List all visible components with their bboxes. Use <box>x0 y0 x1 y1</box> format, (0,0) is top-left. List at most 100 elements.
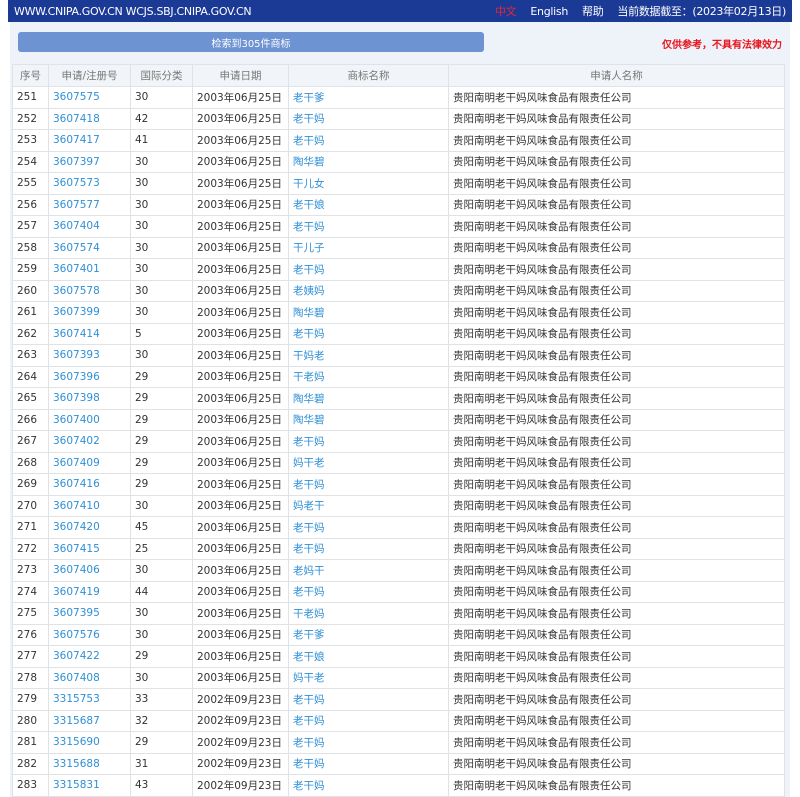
class-cell: 30 <box>130 559 193 582</box>
trademark-name-link[interactable]: 老干妈 <box>288 731 449 754</box>
class-cell: 5 <box>130 322 193 345</box>
date-cell: 2003年06月25日 <box>192 623 289 646</box>
date-cell: 2003年06月25日 <box>192 172 289 195</box>
results-table: 序号 申请/注册号 国际分类 申请日期 商标名称 申请人名称 251 360757… <box>12 64 785 797</box>
trademark-name-link[interactable]: 干儿子 <box>288 236 449 259</box>
reg-number-link[interactable]: 3607416 <box>48 473 131 496</box>
applicant-cell: 贵阳南明老干妈风味食品有限责任公司 <box>448 602 785 625</box>
reg-number-link[interactable]: 3607414 <box>48 322 131 345</box>
trademark-name-link[interactable]: 老干妈 <box>288 752 449 775</box>
class-cell: 30 <box>130 172 193 195</box>
reg-number-link[interactable]: 3607418 <box>48 107 131 130</box>
trademark-name-link[interactable]: 老干妈 <box>288 516 449 539</box>
trademark-name-link[interactable]: 陶华碧 <box>288 387 449 410</box>
reg-number-link[interactable]: 3607420 <box>48 516 131 539</box>
reg-number-link[interactable]: 3607402 <box>48 430 131 453</box>
trademark-name-link[interactable]: 陶华碧 <box>288 408 449 431</box>
trademark-name-link[interactable]: 干儿女 <box>288 172 449 195</box>
trademark-name-link[interactable]: 干老妈 <box>288 602 449 625</box>
trademark-name-link[interactable]: 老干妈 <box>288 774 449 797</box>
trademark-name-link[interactable]: 妈老干 <box>288 494 449 517</box>
applicant-cell: 贵阳南明老干妈风味食品有限责任公司 <box>448 193 785 216</box>
language-english-link[interactable]: English <box>530 4 569 18</box>
reg-number-link[interactable]: 3607576 <box>48 623 131 646</box>
trademark-name-link[interactable]: 老干妈 <box>288 580 449 603</box>
reg-number-link[interactable]: 3607578 <box>48 279 131 302</box>
date-cell: 2003年06月25日 <box>192 516 289 539</box>
reg-number-link[interactable]: 3607400 <box>48 408 131 431</box>
reg-number-link[interactable]: 3607393 <box>48 344 131 367</box>
trademark-name-link[interactable]: 老姨妈 <box>288 279 449 302</box>
reg-number-link[interactable]: 3607396 <box>48 365 131 388</box>
class-cell: 30 <box>130 344 193 367</box>
result-count-button[interactable]: 检索到305件商标 <box>18 32 484 52</box>
applicant-cell: 贵阳南明老干妈风味食品有限责任公司 <box>448 86 785 109</box>
trademark-name-link[interactable]: 老干妈 <box>288 430 449 453</box>
class-cell: 30 <box>130 215 193 238</box>
applicant-cell: 贵阳南明老干妈风味食品有限责任公司 <box>448 408 785 431</box>
reg-number-link[interactable]: 3315687 <box>48 709 131 732</box>
reg-number-link[interactable]: 3607401 <box>48 258 131 281</box>
trademark-name-link[interactable]: 干老妈 <box>288 365 449 388</box>
table-row: 262 3607414 5 2003年06月25日 老干妈 贵阳南明老干妈风味食品有限责任… <box>12 322 785 345</box>
table-row: 276 3607576 30 2003年06月25日 老干爹 贵阳南明老干妈风味食品有限责… <box>12 623 785 646</box>
trademark-name-link[interactable]: 妈干老 <box>288 451 449 474</box>
trademark-name-link[interactable]: 老干娘 <box>288 645 449 668</box>
reg-number-link[interactable]: 3607408 <box>48 666 131 689</box>
reg-number-link[interactable]: 3607406 <box>48 559 131 582</box>
reg-number-link[interactable]: 3315690 <box>48 731 131 754</box>
reg-number-link[interactable]: 3607419 <box>48 580 131 603</box>
row-index: 279 <box>12 688 49 711</box>
trademark-name-link[interactable]: 妈干老 <box>288 666 449 689</box>
reg-number-link[interactable]: 3607399 <box>48 301 131 324</box>
class-cell: 42 <box>130 107 193 130</box>
table-row: 273 3607406 30 2003年06月25日 老妈干 贵阳南明老干妈风味食品有限责… <box>12 559 785 582</box>
reg-number-link[interactable]: 3607577 <box>48 193 131 216</box>
date-cell: 2003年06月25日 <box>192 86 289 109</box>
trademark-name-link[interactable]: 老干爹 <box>288 623 449 646</box>
reg-number-link[interactable]: 3607415 <box>48 537 131 560</box>
reg-number-link[interactable]: 3607574 <box>48 236 131 259</box>
trademark-name-link[interactable]: 老干妈 <box>288 258 449 281</box>
reg-number-link[interactable]: 3315831 <box>48 774 131 797</box>
reg-number-link[interactable]: 3315753 <box>48 688 131 711</box>
reg-number-link[interactable]: 3607422 <box>48 645 131 668</box>
header-applicant: 申请人名称 <box>448 64 785 87</box>
reg-number-link[interactable]: 3607575 <box>48 86 131 109</box>
trademark-name-link[interactable]: 老妈干 <box>288 559 449 582</box>
reg-number-link[interactable]: 3607409 <box>48 451 131 474</box>
trademark-name-link[interactable]: 陶华碧 <box>288 301 449 324</box>
reg-number-link[interactable]: 3607410 <box>48 494 131 517</box>
trademark-name-link[interactable]: 老干妈 <box>288 709 449 732</box>
class-cell: 30 <box>130 279 193 302</box>
table-row: 251 3607575 30 2003年06月25日 老干爹 贵阳南明老干妈风味食品有限责… <box>12 86 785 109</box>
trademark-name-link[interactable]: 老干妈 <box>288 473 449 496</box>
reg-number-link[interactable]: 3607573 <box>48 172 131 195</box>
trademark-name-link[interactable]: 老干妈 <box>288 688 449 711</box>
trademark-name-link[interactable]: 干妈老 <box>288 344 449 367</box>
class-cell: 45 <box>130 516 193 539</box>
table-header-row: 序号 申请/注册号 国际分类 申请日期 商标名称 申请人名称 <box>12 64 785 87</box>
trademark-name-link[interactable]: 老干妈 <box>288 129 449 152</box>
trademark-name-link[interactable]: 老干爹 <box>288 86 449 109</box>
date-cell: 2003年06月25日 <box>192 322 289 345</box>
reg-number-link[interactable]: 3315688 <box>48 752 131 775</box>
trademark-name-link[interactable]: 老干妈 <box>288 537 449 560</box>
row-index: 270 <box>12 494 49 517</box>
date-cell: 2002年09月23日 <box>192 709 289 732</box>
trademark-name-link[interactable]: 陶华碧 <box>288 150 449 173</box>
help-link[interactable]: 帮助 <box>582 5 604 18</box>
trademark-name-link[interactable]: 老干妈 <box>288 322 449 345</box>
reg-number-link[interactable]: 3607395 <box>48 602 131 625</box>
applicant-cell: 贵阳南明老干妈风味食品有限责任公司 <box>448 516 785 539</box>
date-cell: 2003年06月25日 <box>192 301 289 324</box>
trademark-name-link[interactable]: 老干妈 <box>288 215 449 238</box>
top-bar: WWW.CNIPA.GOV.CN WCJS.SBJ.CNIPA.GOV.CN 中… <box>8 0 792 22</box>
reg-number-link[interactable]: 3607397 <box>48 150 131 173</box>
trademark-name-link[interactable]: 老干妈 <box>288 107 449 130</box>
trademark-name-link[interactable]: 老干娘 <box>288 193 449 216</box>
reg-number-link[interactable]: 3607417 <box>48 129 131 152</box>
reg-number-link[interactable]: 3607404 <box>48 215 131 238</box>
language-chinese-link[interactable]: 中文 <box>494 5 517 18</box>
reg-number-link[interactable]: 3607398 <box>48 387 131 410</box>
